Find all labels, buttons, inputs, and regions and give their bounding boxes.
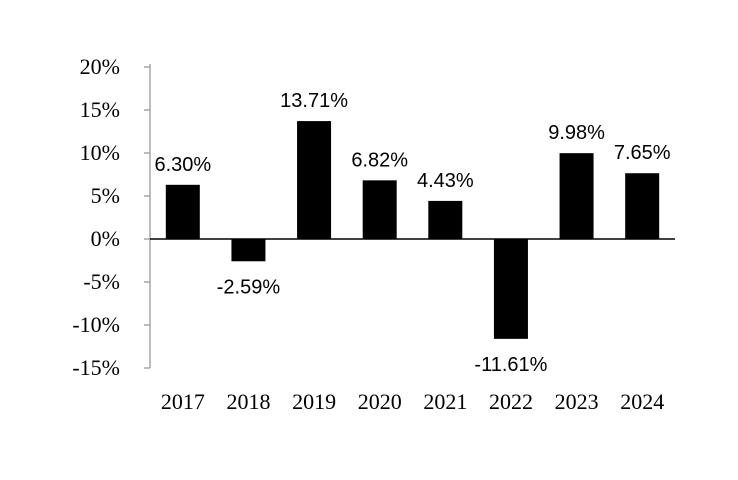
data-label: 9.98%: [548, 122, 605, 144]
data-label: 6.30%: [154, 154, 211, 176]
x-tick-label: 2024: [620, 389, 664, 414]
data-label: -2.59%: [217, 276, 281, 298]
y-tick-label: -10%: [72, 312, 120, 337]
bar-2018: [231, 239, 266, 262]
data-label: -11.61%: [474, 354, 547, 376]
y-tick-label: 5%: [91, 183, 120, 208]
data-label: 4.43%: [417, 170, 474, 192]
x-tick-label: 2021: [423, 389, 467, 414]
y-tick-label: 10%: [80, 140, 120, 165]
x-tick-label: 2018: [226, 389, 270, 414]
x-tick-label: 2019: [292, 389, 336, 414]
x-tick-label: 2017: [161, 389, 205, 414]
bar-2022: [493, 239, 528, 339]
data-label: 6.82%: [351, 149, 408, 171]
bar-2024: [625, 173, 660, 239]
bar-2019: [297, 121, 332, 239]
bar-2017: [165, 184, 200, 239]
x-tick-label: 2020: [358, 389, 402, 414]
bar-2023: [559, 153, 594, 239]
y-tick-label: 20%: [80, 54, 120, 79]
x-tick-label: 2022: [489, 389, 533, 414]
y-tick-label: 15%: [80, 97, 120, 122]
y-tick-label: -15%: [72, 355, 120, 380]
y-axis: 20% 15% 10% 5% 0% -5% -10% -15%: [72, 54, 151, 380]
bar-2021: [428, 200, 463, 239]
x-tick-label: 2023: [555, 389, 599, 414]
y-tick-label: 0%: [91, 226, 120, 251]
y-tick-label: -5%: [83, 269, 120, 294]
bar-2020: [362, 180, 397, 239]
data-label: 7.65%: [614, 142, 671, 164]
data-label: 13.71%: [280, 90, 348, 112]
data-labels: 6.30% -2.59% 13.71% 6.82% 4.43% -11.61% 9.98% 7…: [154, 90, 670, 376]
x-tick-labels: 2017 2018 2019 2020 2021 2022 2023 2024: [161, 389, 664, 414]
bars-group: [165, 121, 660, 339]
